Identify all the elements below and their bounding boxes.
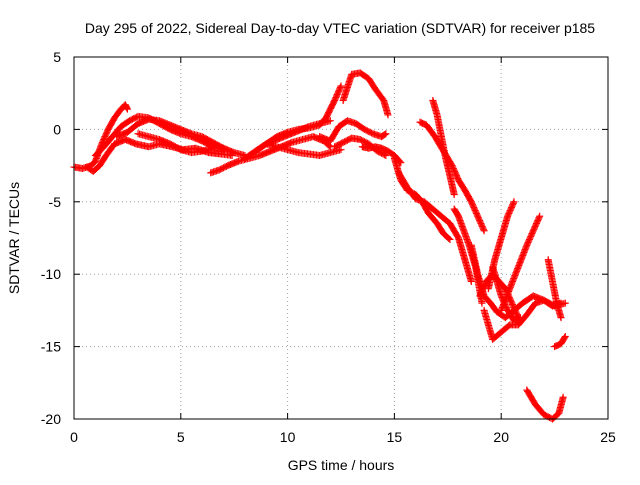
axis-ticks: 0 5 10 15 20 25 5 0 -5 -10 -15 -20 <box>41 49 616 445</box>
data-point-marker <box>510 198 518 206</box>
y-tick-label: -15 <box>41 339 61 355</box>
data-point-marker <box>337 82 345 90</box>
series-track-16 <box>416 118 488 235</box>
series-track-11 <box>339 69 392 119</box>
series-track-17 <box>429 96 458 199</box>
plot-area-frame <box>73 56 609 420</box>
y-tick-label: -10 <box>41 266 61 282</box>
data-point-marker <box>535 214 543 222</box>
data-point-marker <box>561 334 569 342</box>
data-point-marker <box>384 111 392 119</box>
x-axis-label: GPS time / hours <box>288 457 395 473</box>
data-point-marker <box>559 393 567 401</box>
series-track-22 <box>484 198 518 293</box>
y-axis-label: SDTVAR / TECUs <box>6 182 22 294</box>
data-point-marker <box>326 117 334 125</box>
x-tick-label: 25 <box>600 429 616 445</box>
data-point-marker <box>516 314 524 322</box>
series-track-23 <box>497 212 544 314</box>
series-track-9 <box>262 140 345 159</box>
y-tick-label: -20 <box>41 411 61 427</box>
series-track-27 <box>523 386 567 423</box>
data-point-marker <box>478 299 486 307</box>
series-track-14 <box>390 154 454 243</box>
data-point-marker <box>450 191 458 199</box>
series-track-10 <box>316 117 390 145</box>
series-track-15 <box>395 169 475 285</box>
y-tick-label: -5 <box>49 194 62 210</box>
y-tick-label: 0 <box>53 121 61 137</box>
chart-title: Day 295 of 2022, Sidereal Day-to-day VTE… <box>85 20 595 36</box>
x-tick-label: 15 <box>387 429 403 445</box>
y-tick-label: 5 <box>53 49 61 65</box>
data-point-marker <box>480 227 488 235</box>
series-track-26 <box>551 332 569 351</box>
x-tick-label: 10 <box>280 429 296 445</box>
data-point-marker <box>337 146 345 154</box>
data-point-marker <box>536 212 544 220</box>
data-point-marker <box>557 314 565 322</box>
data-point-marker <box>509 199 517 207</box>
series-track-24 <box>489 263 524 325</box>
x-tick-label: 0 <box>70 429 78 445</box>
data-point-marker <box>561 332 569 340</box>
x-tick-label: 5 <box>177 429 185 445</box>
data-point-marker <box>382 130 390 138</box>
x-tick-label: 20 <box>493 429 509 445</box>
data-point-marker <box>336 83 344 91</box>
data-point-marker <box>381 130 389 138</box>
data-point-marker <box>446 235 454 243</box>
series-track-5 <box>134 130 249 159</box>
data-point-marker <box>445 234 453 242</box>
series-track-25 <box>544 256 565 322</box>
data-point-marker <box>479 225 487 233</box>
data-series <box>70 69 569 423</box>
series-track-6 <box>207 133 334 177</box>
data-point-marker <box>467 277 475 285</box>
data-point-marker <box>123 105 131 113</box>
